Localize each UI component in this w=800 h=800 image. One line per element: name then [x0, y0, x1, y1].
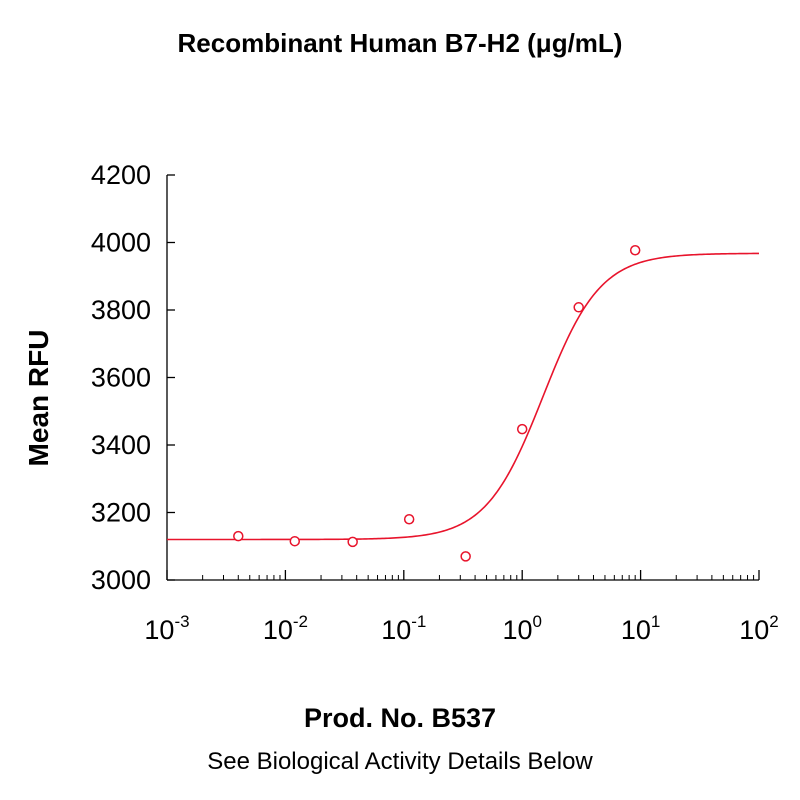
y-tick-label: 3600	[91, 363, 151, 393]
y-tick-label: 3400	[91, 430, 151, 460]
data-point	[573, 302, 584, 313]
fit-curve	[167, 252, 760, 541]
product-number: Prod. No. B537	[304, 703, 496, 733]
data-point	[347, 536, 358, 548]
x-tick-label: 100	[502, 612, 542, 645]
data-point	[403, 514, 415, 525]
y-tick-label: 4000	[91, 228, 151, 258]
x-tick-label: 10-2	[263, 612, 308, 645]
y-tick-label: 3000	[91, 565, 151, 595]
data-point	[629, 245, 641, 256]
y-tick-label: 3800	[91, 295, 151, 325]
data-point	[460, 551, 471, 562]
x-tick-label: 102	[739, 612, 779, 645]
footer-note: See Biological Activity Details Below	[207, 748, 593, 775]
plot-area: 3000 3200 3400 3600 3800 4000 4200 10-3 10-2 10-1…	[91, 160, 779, 645]
chart-title: Recombinant Human B7-H2 (μg/mL)	[178, 28, 623, 58]
y-tick-label: 4200	[91, 160, 151, 190]
x-tick-label: 10-3	[144, 612, 189, 645]
data-point	[289, 535, 301, 547]
x-tick-label: 101	[621, 612, 661, 645]
data-point	[516, 423, 528, 435]
y-tick-label: 3200	[91, 498, 151, 528]
data-point	[233, 530, 244, 542]
y-axis-label: Mean RFU	[23, 330, 54, 467]
x-tick-label: 10-1	[381, 612, 426, 645]
